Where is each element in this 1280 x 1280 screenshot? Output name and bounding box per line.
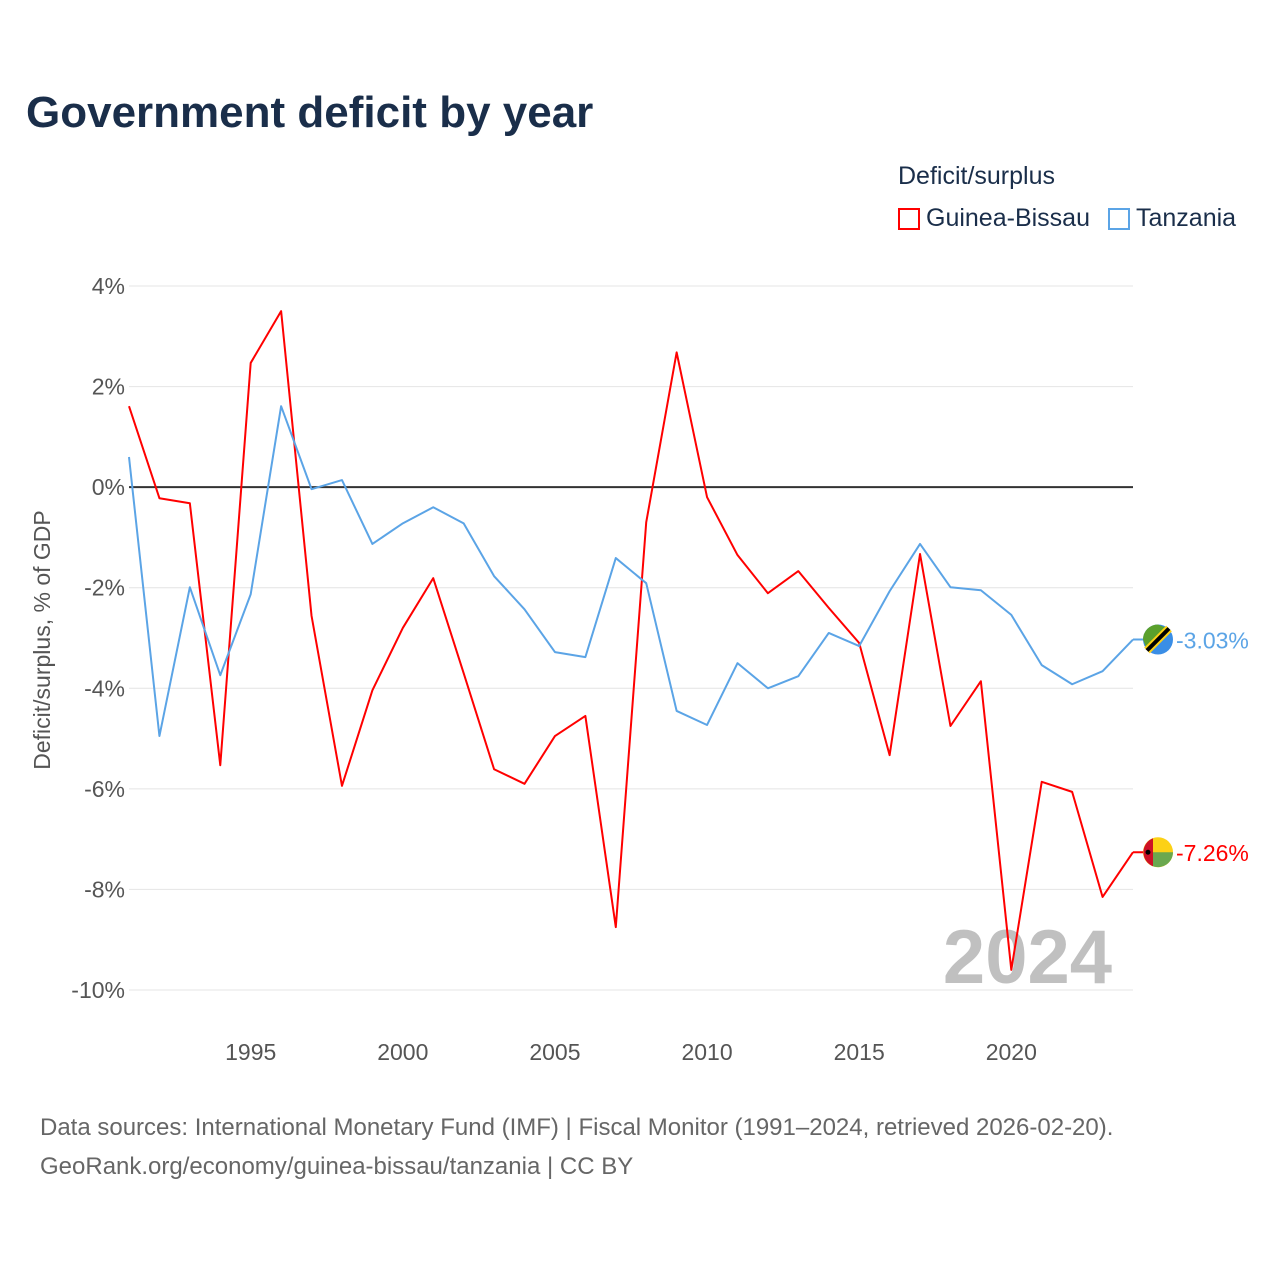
y-tick-label: 0% [92, 474, 125, 500]
chart-title: Government deficit by year [26, 88, 594, 137]
footer: Data sources: International Monetary Fun… [40, 1108, 1113, 1186]
legend-label: Guinea-Bissau [926, 204, 1090, 232]
data-sources: Data sources: International Monetary Fun… [40, 1114, 1114, 1141]
y-tick-label: -6% [84, 776, 125, 802]
y-tick-label: -10% [71, 977, 125, 1003]
x-tick-label: 2010 [681, 1039, 732, 1065]
y-tick-label: 4% [92, 273, 125, 299]
x-tick-label: 2015 [834, 1039, 885, 1065]
series-line-tanzania [128, 405, 1134, 738]
year-watermark: 2024 [943, 915, 1112, 1000]
y-tick-label: -2% [84, 575, 125, 601]
legend-item-guinea-bissau[interactable]: Guinea-Bissau [898, 204, 1090, 233]
line-chart: 4% 2% 0% -2% -4% -6% -8% -10% 1995 2000 2005 2010 20… [29, 273, 1249, 1065]
y-tick-label: -8% [84, 876, 125, 902]
end-value-label: -7.26% [1176, 840, 1249, 866]
legend-swatch-guinea-bissau [898, 207, 920, 230]
legend-label: Tanzania [1135, 204, 1237, 232]
x-tick-label: 2020 [986, 1039, 1037, 1065]
x-tick-label: 2005 [529, 1039, 580, 1065]
legend: Guinea-Bissau Tanzania [898, 204, 1236, 233]
series-line-guinea-bissau [128, 310, 1134, 971]
flag-tanzania-icon [1145, 627, 1171, 652]
y-tick-label: 2% [92, 374, 125, 400]
legend-item-tanzania[interactable]: Tanzania [1107, 204, 1237, 233]
legend-swatch-tanzania [1107, 207, 1130, 230]
flag-guinea-bissau-icon [1153, 852, 1173, 868]
end-value-label: -3.03% [1176, 628, 1249, 654]
y-tick-label: -4% [84, 675, 125, 701]
y-axis-label: Deficit/surplus, % of GDP [29, 510, 55, 769]
legend-title: Deficit/surplus [898, 162, 1055, 190]
source-link[interactable]: GeoRank.org/economy/guinea-bissau/tanzan… [40, 1153, 634, 1180]
x-tick-label: 1995 [225, 1039, 276, 1065]
x-tick-label: 2000 [377, 1039, 428, 1065]
flag-star-icon [1145, 849, 1151, 855]
